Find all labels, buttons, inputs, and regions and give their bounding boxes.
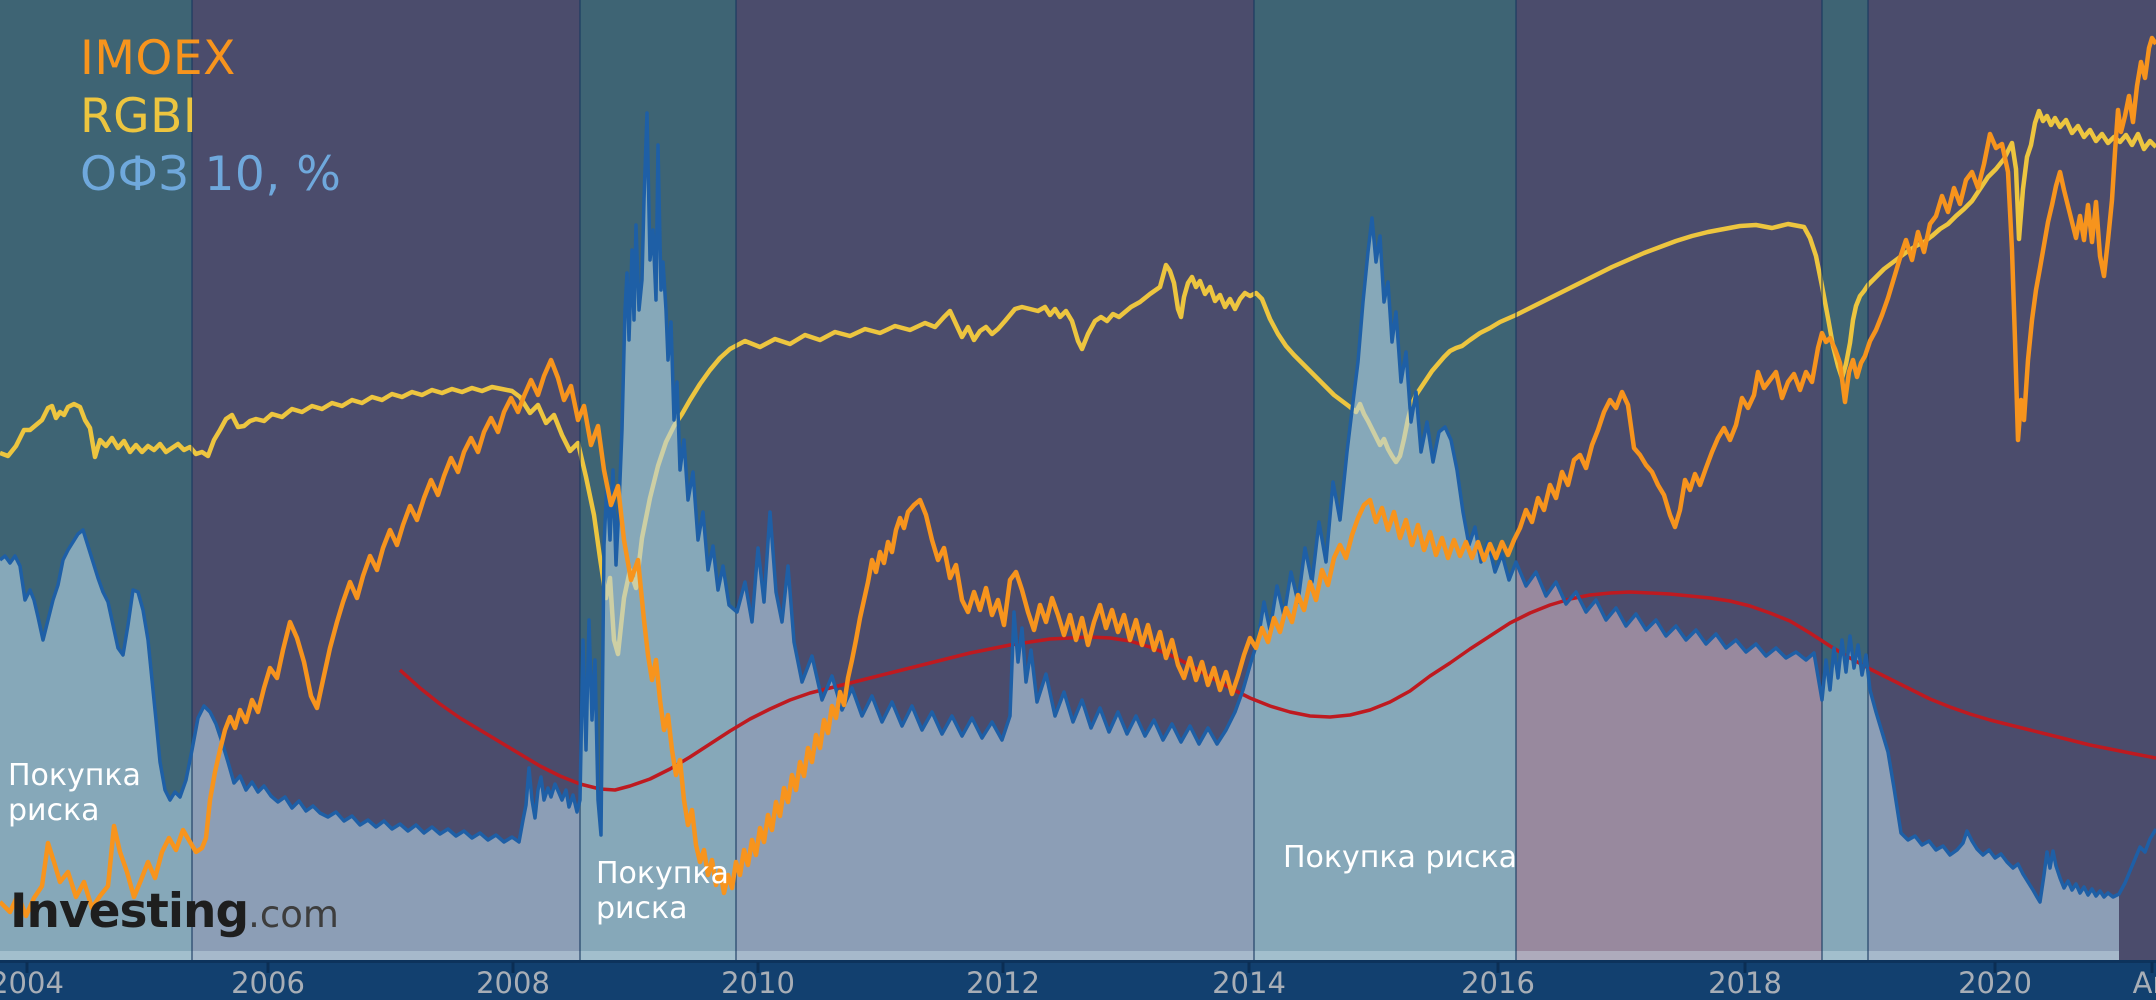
- chart-legend: IMOEX RGBI ОФЗ 10, %: [80, 30, 341, 204]
- x-axis-tick: [1247, 962, 1251, 973]
- x-axis-tick-label: 2012: [966, 966, 1040, 1000]
- risk-annotation: Покупка риска: [1283, 840, 1517, 875]
- x-axis-tick: [25, 962, 29, 973]
- watermark-suffix-text: .com: [248, 893, 339, 936]
- x-axis-bar-edge: [0, 960, 2156, 963]
- risk-annotation: Покупка риска: [596, 856, 729, 926]
- legend-item-ofz10: ОФЗ 10, %: [80, 147, 342, 202]
- x-axis-tick-label: Ап: [2132, 966, 2156, 1000]
- risk-annotation: Покупка риска: [8, 758, 141, 828]
- x-axis-tick: [1496, 962, 1500, 973]
- x-axis-tick-label: 2010: [721, 966, 795, 1000]
- x-axis-tick: [1001, 962, 1005, 973]
- x-axis-tick-label: 2016: [1461, 966, 1535, 1000]
- watermark-brand-text: Investing: [10, 884, 249, 939]
- imoex-line: [0, 35, 2156, 919]
- x-axis-tick: [2150, 962, 2154, 973]
- x-axis-tick-label: 2004: [0, 966, 64, 1000]
- x-axis-tick-label: 2008: [476, 966, 550, 1000]
- legend-item-imoex: IMOEX: [80, 31, 236, 86]
- x-axis-bar: [0, 962, 2156, 1000]
- x-axis-tick-label: 2020: [1958, 966, 2032, 1000]
- investing-watermark: Investing .com: [10, 884, 339, 939]
- x-axis-tick-label: 2014: [1212, 966, 1286, 1000]
- x-axis-tick-label: 2018: [1708, 966, 1782, 1000]
- ofz-area-fill: [0, 113, 2119, 962]
- fill-bottom-strip: [0, 951, 2119, 961]
- ofz10-line: [0, 111, 2156, 904]
- x-axis-tick: [1743, 962, 1747, 973]
- x-axis-tick-label: 2006: [231, 966, 305, 1000]
- x-axis-tick: [511, 962, 515, 973]
- x-axis-tick: [266, 962, 270, 973]
- legend-item-rgbi: RGBI: [80, 89, 198, 144]
- rgbi-line: [0, 108, 2156, 657]
- x-axis-tick: [756, 962, 760, 973]
- x-axis-tick: [1993, 962, 1997, 973]
